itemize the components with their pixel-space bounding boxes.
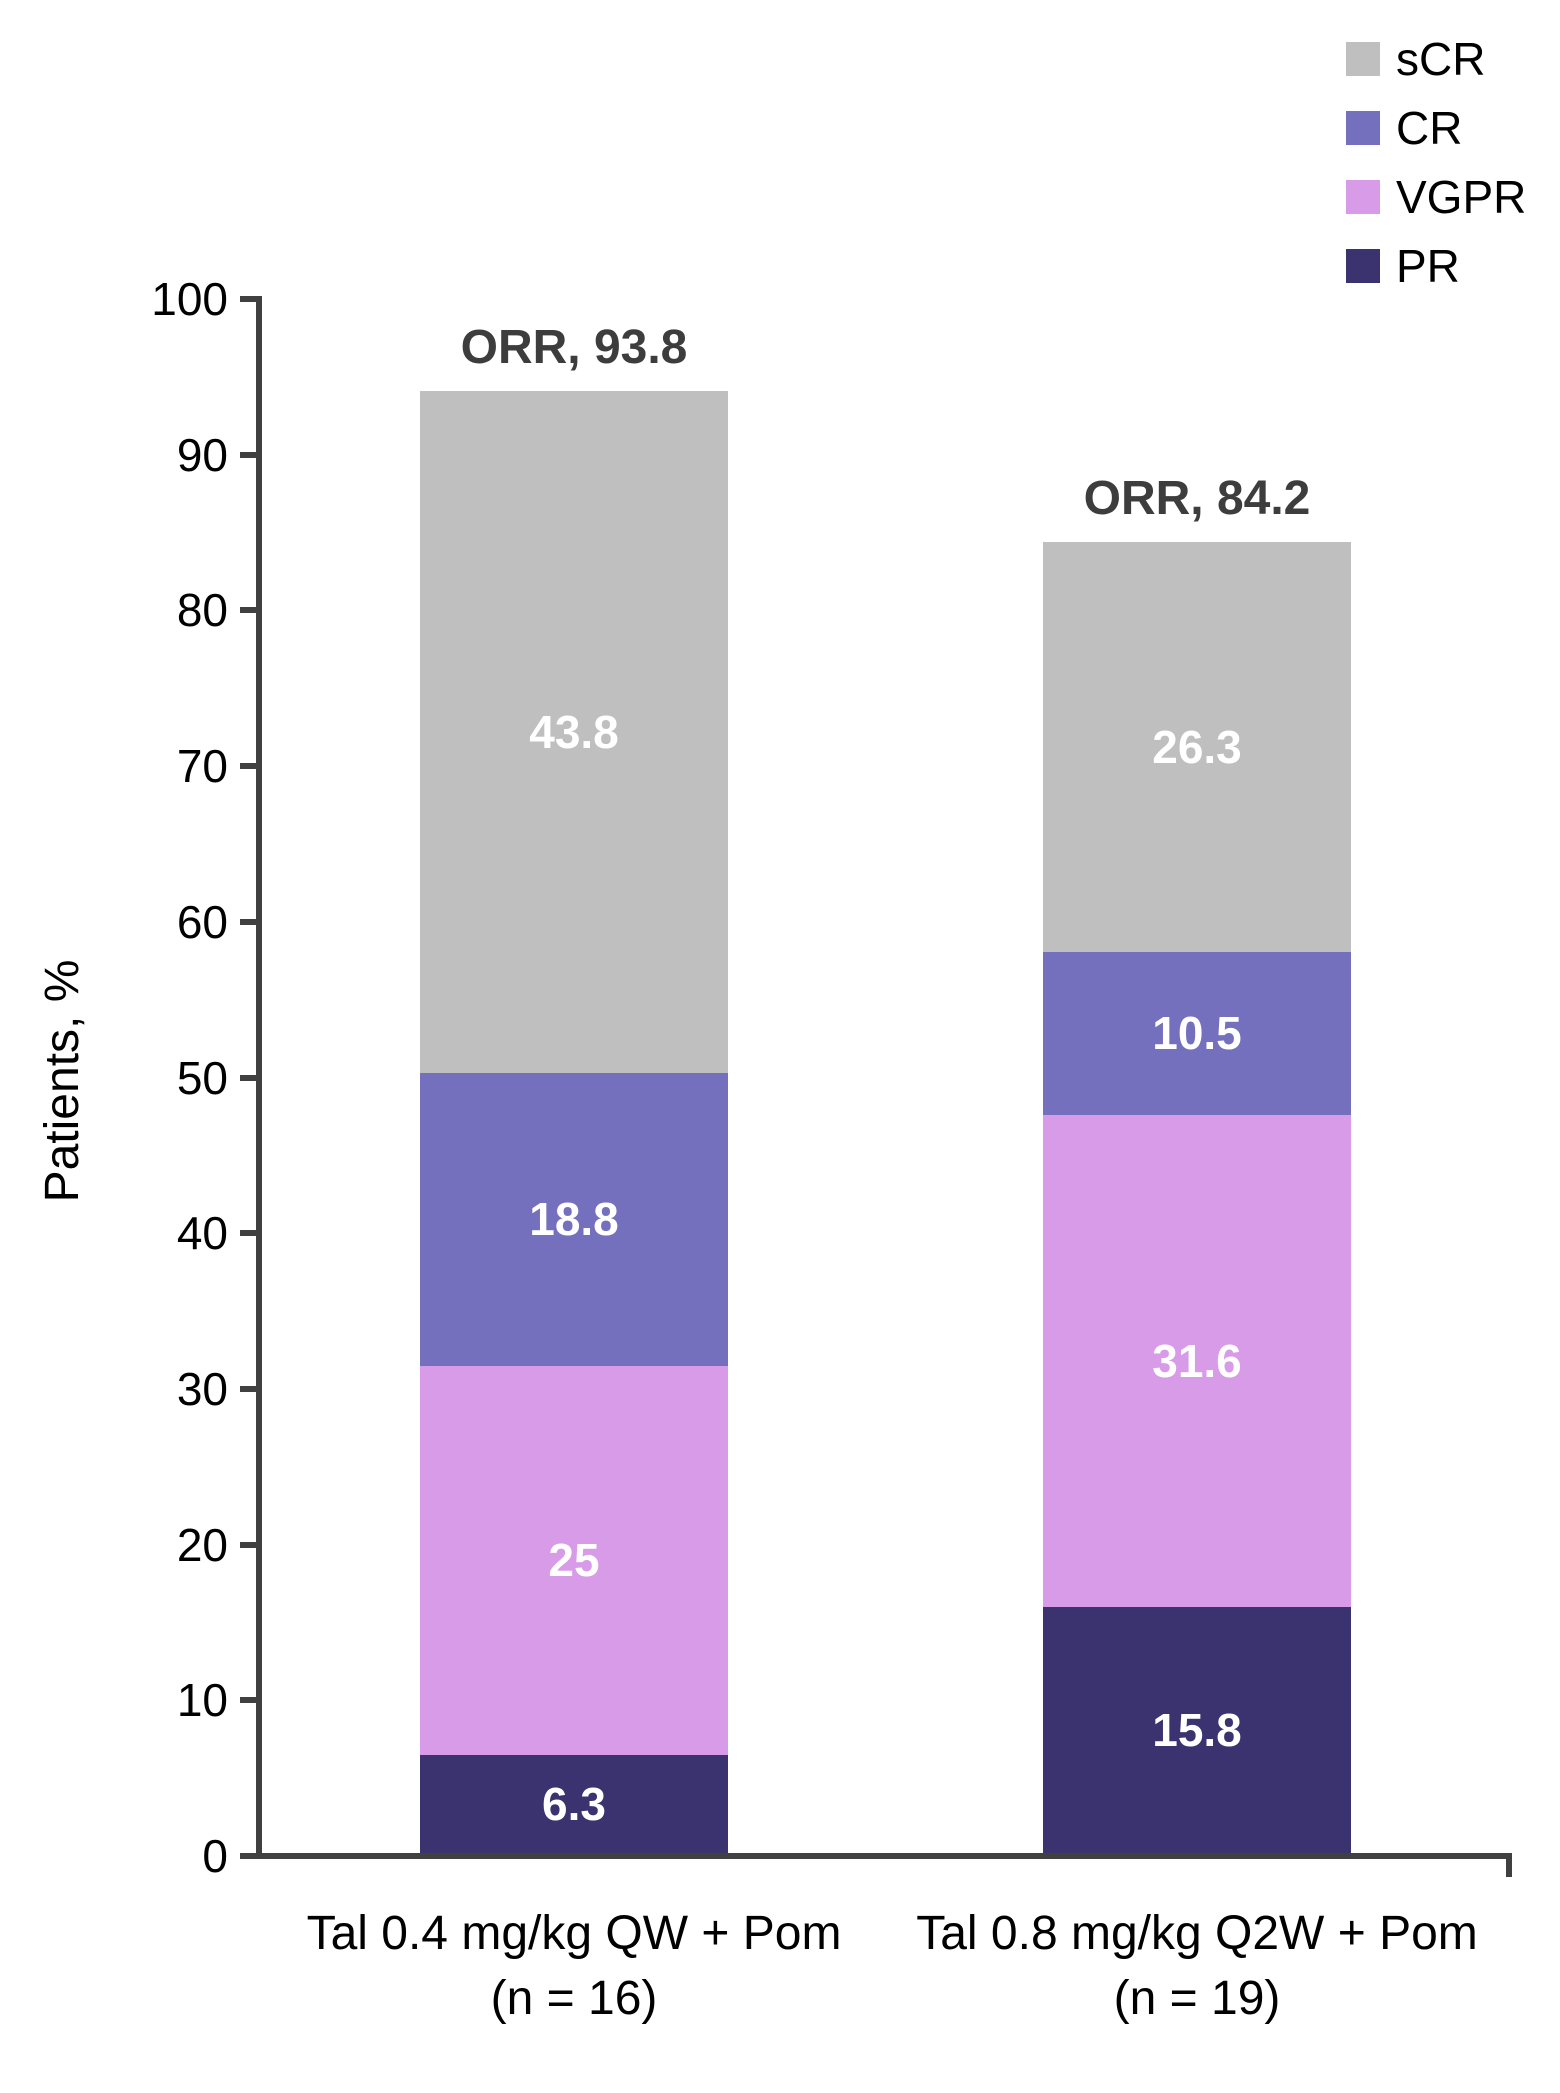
x-axis-category-line1: Tal 0.8 mg/kg Q2W + Pom bbox=[916, 1907, 1478, 1960]
y-tick-label: 20 bbox=[176, 1518, 228, 1571]
x-axis-category-line2: (n = 16) bbox=[490, 1971, 658, 2025]
segment-value-label: 10.5 bbox=[1152, 1007, 1242, 1060]
legend-item: VGPR bbox=[1346, 171, 1526, 223]
y-tick bbox=[240, 1541, 256, 1548]
y-tick bbox=[240, 1074, 256, 1081]
y-tick bbox=[240, 763, 256, 770]
legend-label: PR bbox=[1396, 240, 1460, 292]
bar-segment-scr: 43.8 bbox=[420, 391, 728, 1073]
segment-value-label: 18.8 bbox=[529, 1193, 619, 1246]
legend-label: VGPR bbox=[1396, 171, 1527, 223]
bar-segment-cr: 10.5 bbox=[1043, 951, 1351, 1115]
segment-value-label: 15.8 bbox=[1152, 1704, 1242, 1756]
legend-swatch-pr-icon bbox=[1346, 249, 1380, 283]
legend-item: PR bbox=[1346, 240, 1526, 292]
x-axis-category-line2: (n = 19) bbox=[1113, 1971, 1281, 2025]
segment-value-label: 25 bbox=[548, 1534, 600, 1587]
y-tick-label: 90 bbox=[176, 428, 228, 481]
y-tick-label: 60 bbox=[176, 895, 228, 948]
orr-label: ORR, 84.2 bbox=[1083, 472, 1311, 526]
legend-swatch-vgpr-icon bbox=[1346, 180, 1380, 214]
legend-swatch-cr-icon bbox=[1346, 111, 1380, 145]
y-tick-label: 70 bbox=[176, 740, 228, 793]
segment-value-label: 6.3 bbox=[542, 1777, 606, 1830]
y-tick-label: 0 bbox=[202, 1830, 228, 1882]
legend-item: CR bbox=[1346, 102, 1526, 154]
y-tick bbox=[240, 918, 256, 925]
legend-label: sCR bbox=[1396, 33, 1486, 85]
y-tick bbox=[240, 607, 256, 614]
y-tick-label: 50 bbox=[176, 1051, 228, 1104]
y-tick bbox=[240, 296, 256, 302]
legend-item: sCR bbox=[1346, 33, 1526, 85]
y-tick-label: 40 bbox=[176, 1207, 228, 1260]
legend-swatch-scr-icon bbox=[1346, 42, 1380, 76]
legend-label: CR bbox=[1396, 102, 1463, 154]
y-axis-line bbox=[256, 296, 262, 1859]
y-tick-label: 30 bbox=[176, 1362, 228, 1415]
segment-value-label: 26.3 bbox=[1152, 720, 1242, 773]
bar-segment-vgpr: 25 bbox=[420, 1365, 728, 1755]
bar-segment-vgpr: 31.6 bbox=[1043, 1115, 1351, 1607]
x-axis-category-label: Tal 0.8 mg/kg Q2W + Pom (n = 19) bbox=[877, 1902, 1517, 2032]
y-tick-label: 80 bbox=[176, 584, 228, 637]
y-tick bbox=[240, 1697, 256, 1704]
bar-segment-scr: 26.3 bbox=[1043, 542, 1351, 952]
x-axis-end-tick bbox=[1506, 1853, 1512, 1877]
y-tick bbox=[240, 1230, 256, 1237]
y-tick-label: 10 bbox=[176, 1674, 228, 1727]
x-axis-category-line1: Tal 0.4 mg/kg QW + Pom bbox=[306, 1907, 842, 1960]
bar-segment-pr: 6.3 bbox=[420, 1754, 728, 1853]
x-axis-category-label: Tal 0.4 mg/kg QW + Pom (n = 16) bbox=[254, 1902, 894, 2032]
orr-label: ORR, 93.8 bbox=[460, 320, 688, 374]
bar-segment-cr: 18.8 bbox=[420, 1072, 728, 1366]
legend: sCR CR VGPR PR bbox=[1346, 33, 1526, 312]
bar-segment-pr: 15.8 bbox=[1043, 1607, 1351, 1853]
x-axis-line bbox=[240, 1853, 1512, 1859]
y-tick bbox=[240, 451, 256, 458]
segment-value-label: 31.6 bbox=[1152, 1335, 1242, 1387]
y-tick bbox=[240, 1385, 256, 1392]
y-tick-label: 100 bbox=[151, 273, 228, 325]
segment-value-label: 43.8 bbox=[529, 705, 619, 758]
